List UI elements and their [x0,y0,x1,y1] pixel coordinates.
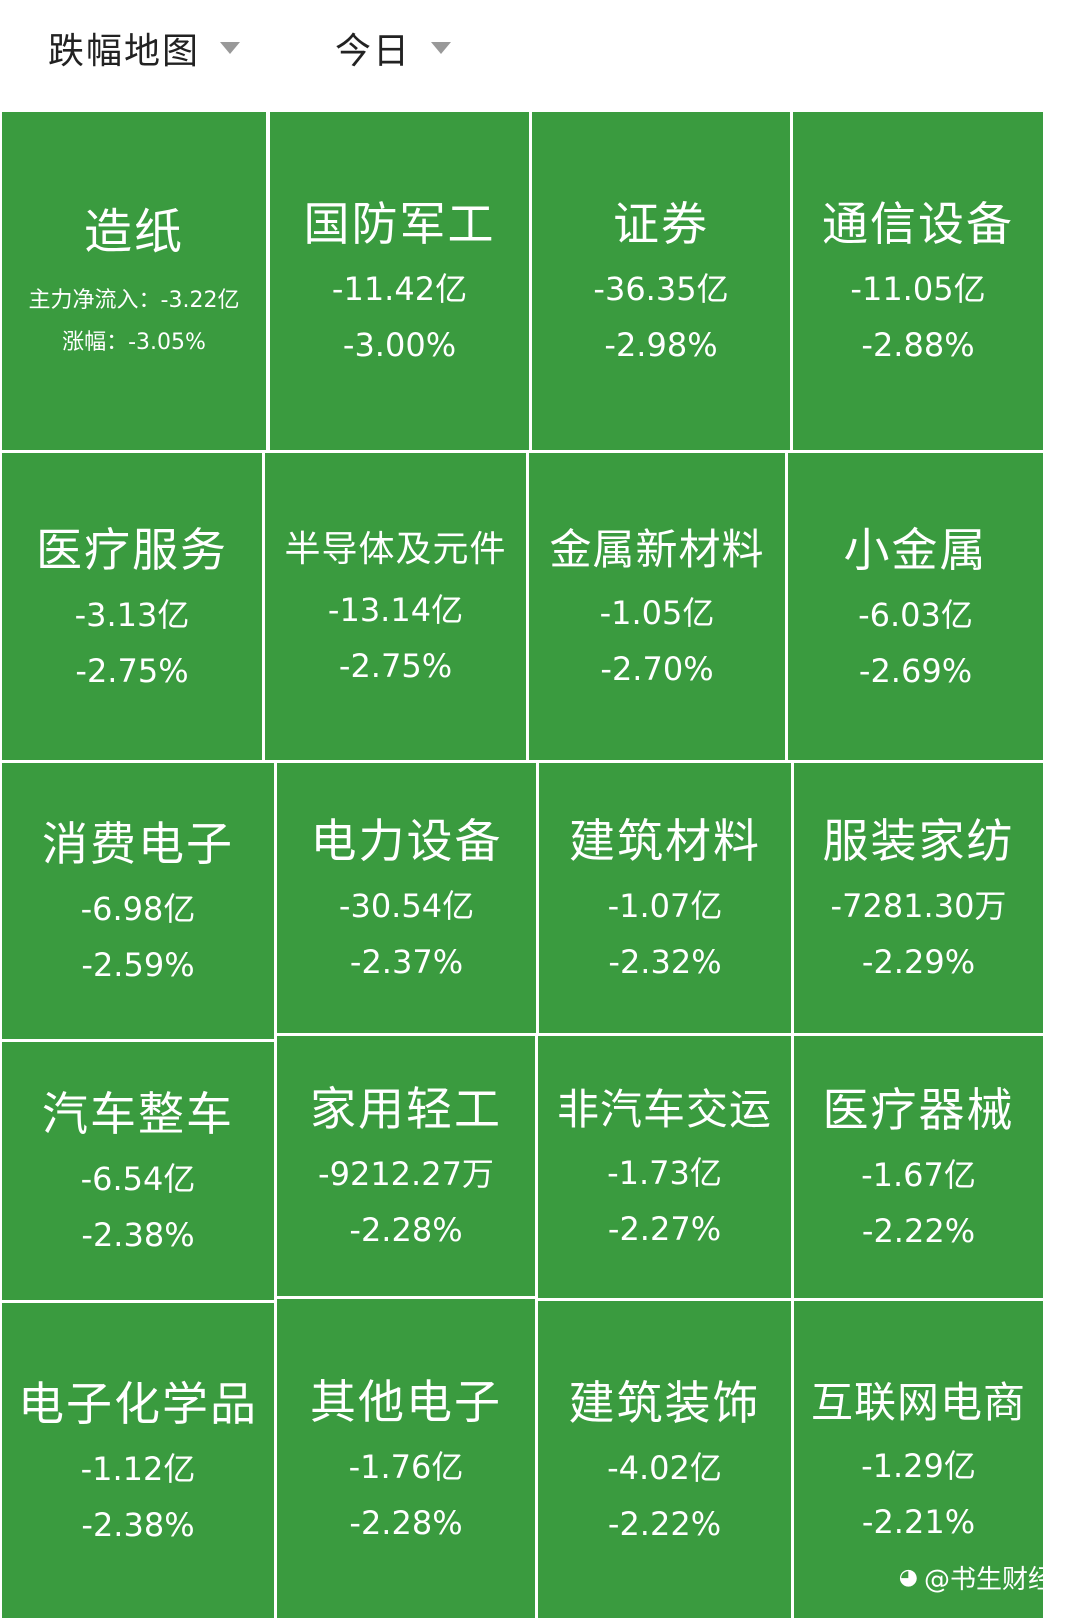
sector-net-inflow: -6.98亿 [80,890,196,928]
top-toolbar: 跌幅地图 今日 [0,0,1080,110]
sector-name: 造纸 [83,204,184,260]
sector-net-inflow: -1.67亿 [861,1156,976,1194]
sector-net-inflow: -1.73亿 [607,1154,722,1192]
sector-name: 互联网电商 [810,1377,1026,1427]
sector-tile[interactable]: 半导体及元件 -13.14亿 -2.75% [265,453,526,760]
sector-name: 国防军工 [303,197,496,251]
sector-net-inflow: -7281.30万 [830,887,1007,925]
sector-name: 消费电子 [42,817,234,871]
sector-name: 半导体及元件 [284,528,507,570]
sector-change: -2.88% [861,326,975,364]
sector-tile[interactable]: 证券 -36.35亿 -2.98% [532,112,790,450]
sector-change: -2.69% [858,651,973,690]
sector-name: 其他电子 [310,1374,502,1429]
sector-name: 建筑材料 [569,814,761,868]
sector-tile-selected[interactable]: 造纸 主力净流入：-3.22亿 涨幅：-3.05% [2,112,266,450]
sector-name: 电子化学品 [18,1376,258,1431]
sector-net-inflow: -6.54亿 [80,1160,196,1198]
sector-tile[interactable]: 建筑材料 -1.07亿 -2.32% [539,763,791,1033]
sector-change: -2.75% [75,651,189,690]
sector-net-inflow: -1.29亿 [861,1446,976,1485]
caret-down-icon [431,42,452,54]
sector-net-inflow: -3.13亿 [74,595,190,634]
sector-name: 医疗服务 [36,522,228,577]
period-dropdown[interactable]: 今日 [335,22,452,74]
sector-net-inflow: -13.14亿 [327,590,464,629]
sector-net-inflow: -1.12亿 [80,1449,196,1488]
sector-name: 通信设备 [822,197,1014,251]
sector-net-inflow: -9212.27万 [318,1155,494,1193]
sector-change: -2.29% [861,943,976,981]
sector-tile[interactable]: 金属新材料 -1.05亿 -2.70% [529,453,785,760]
sector-name: 汽车整车 [42,1087,234,1141]
sector-net-inflow: -11.05亿 [850,270,986,308]
watermark-text: @书生财经 [923,1565,1054,1595]
sector-change: -2.28% [349,1211,463,1249]
sector-net-inflow: -36.35亿 [593,270,729,308]
sector-net-inflow: -4.02亿 [607,1448,722,1487]
sector-net-inflow: -30.54亿 [338,887,475,925]
sector-change: -2.59% [81,946,195,984]
period-label: 今日 [335,31,412,72]
sector-name: 服装家纺 [822,814,1015,868]
sector-net-inflow: -1.76亿 [348,1447,464,1486]
sector-change: -2.28% [349,1503,463,1542]
sector-change: -2.70% [600,649,714,688]
sector-tile[interactable]: 互联网电商 -1.29亿 -2.21% [794,1301,1043,1618]
weibo-logo-icon: ◕ [898,1565,918,1590]
sector-change: 涨幅：-3.05% [62,330,206,355]
watermark: ◕ @书生财经 [899,1559,1054,1596]
sector-net-inflow: -1.05亿 [599,593,715,632]
sector-name: 电力设备 [310,814,503,868]
sector-name: 建筑装饰 [568,1375,761,1430]
sector-change: -2.27% [607,1210,722,1248]
sector-net-inflow: -11.42亿 [331,270,468,308]
sector-change: -2.22% [861,1212,976,1250]
sector-change: -2.75% [338,646,453,685]
sector-tile[interactable]: 其他电子 -1.76亿 -2.28% [277,1299,535,1618]
sector-tile[interactable]: 通信设备 -11.05亿 -2.88% [793,112,1043,450]
sector-heatmap: 造纸 主力净流入：-3.22亿 涨幅：-3.05% 国防军工 -11.42亿 -… [0,110,1080,1620]
sector-change: -3.00% [342,326,457,364]
caret-down-icon [220,42,241,54]
sector-tile[interactable]: 医疗器械 -1.67亿 -2.22% [794,1036,1043,1298]
sector-name: 家用轻工 [310,1082,502,1136]
sector-tile[interactable]: 家用轻工 -9212.27万 -2.28% [277,1036,535,1296]
map-type-dropdown[interactable]: 跌幅地图 [48,22,241,74]
sector-change: -2.38% [81,1505,195,1544]
sector-name: 小金属 [843,522,988,577]
sector-change: -2.21% [861,1502,976,1541]
sector-tile[interactable]: 建筑装饰 -4.02亿 -2.22% [538,1301,791,1618]
sector-name: 金属新材料 [549,524,765,574]
sector-tile[interactable]: 电子化学品 -1.12亿 -2.38% [2,1303,274,1618]
sector-name: 证券 [613,197,709,251]
sector-net-inflow: 主力净流入：-3.22亿 [28,288,240,313]
sector-tile[interactable]: 非汽车交运 -1.73亿 -2.27% [538,1036,791,1298]
sector-net-inflow: -1.07亿 [607,887,723,925]
sector-tile[interactable]: 汽车整车 -6.54亿 -2.38% [2,1042,274,1300]
sector-change: -2.98% [604,326,718,364]
sector-tile[interactable]: 电力设备 -30.54亿 -2.37% [277,763,536,1033]
sector-name: 非汽车交运 [556,1085,772,1134]
sector-tile[interactable]: 小金属 -6.03亿 -2.69% [788,453,1043,760]
sector-change: -2.22% [607,1504,722,1543]
sector-tile[interactable]: 医疗服务 -3.13亿 -2.75% [2,453,262,760]
sector-change: -2.32% [608,943,722,981]
map-type-label: 跌幅地图 [48,31,201,72]
sector-change: -2.38% [81,1216,195,1254]
sector-net-inflow: -6.03亿 [858,595,973,634]
sector-name: 医疗器械 [822,1083,1015,1137]
sector-change: -2.37% [349,943,464,981]
sector-tile[interactable]: 服装家纺 -7281.30万 -2.29% [794,763,1043,1033]
sector-tile[interactable]: 消费电子 -6.98亿 -2.59% [2,763,274,1039]
sector-tile[interactable]: 国防军工 -11.42亿 -3.00% [270,112,529,450]
